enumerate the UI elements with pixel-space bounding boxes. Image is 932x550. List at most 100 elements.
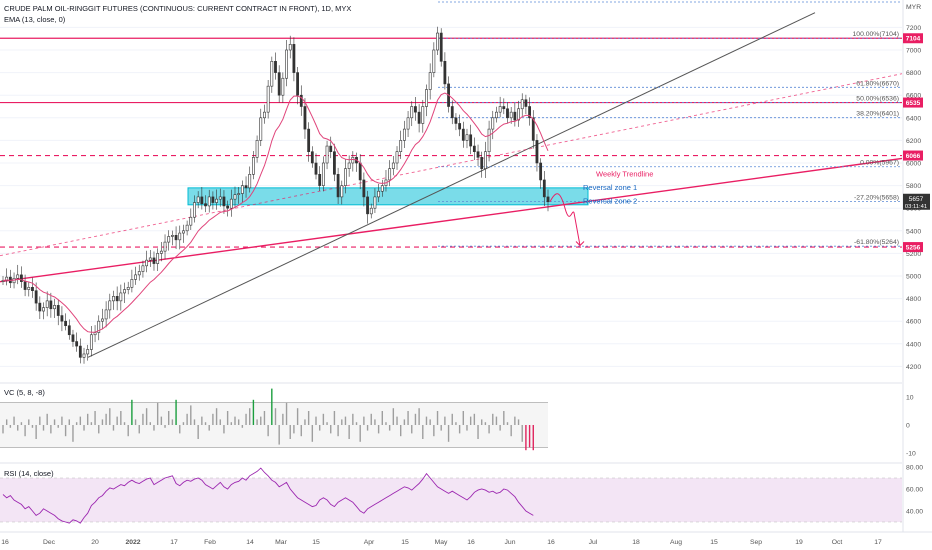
- vc-bar: [274, 408, 277, 425]
- candle: [193, 202, 196, 218]
- vc-bar: [381, 411, 383, 425]
- candle: [38, 302, 42, 312]
- vc-bar: [120, 411, 122, 425]
- candle: [439, 32, 443, 62]
- candle: [428, 72, 432, 90]
- vc-bar: [495, 416, 498, 425]
- vc-band: [0, 402, 548, 448]
- rsi-tick-label: 80.00: [906, 465, 923, 472]
- vc-bar: [484, 422, 487, 425]
- candle: [119, 292, 123, 302]
- time-tick-label: 16: [467, 539, 475, 546]
- candle: [296, 72, 299, 96]
- projection-path: [549, 193, 581, 246]
- vc-bar: [260, 416, 262, 425]
- time-tick-label: 17: [170, 539, 178, 546]
- vc-bar: [307, 411, 310, 425]
- price-badge: [903, 97, 923, 108]
- vc-bar: [392, 408, 395, 425]
- vc-bar: [304, 419, 306, 425]
- candle: [333, 151, 336, 175]
- rsi-tick-label: 40.00: [906, 509, 923, 516]
- candle: [207, 196, 211, 207]
- vc-bar: [109, 408, 111, 425]
- vc-bar: [267, 425, 269, 437]
- vc-bar: [271, 388, 273, 425]
- vc-bar: [348, 425, 350, 439]
- vc-bar: [359, 425, 361, 442]
- candle: [454, 117, 458, 124]
- candle: [391, 162, 395, 169]
- candle: [56, 305, 60, 316]
- candle: [82, 353, 86, 358]
- vc-bar: [160, 416, 163, 425]
- candle: [27, 286, 31, 290]
- vc-bar: [212, 413, 214, 425]
- candle: [288, 44, 292, 51]
- candle: [498, 106, 502, 113]
- time-tick-label: May: [435, 539, 448, 546]
- vc-bar: [322, 413, 325, 425]
- time-tick-label: Sep: [750, 539, 762, 546]
- fib-label: -61.80%(5264): [854, 239, 899, 246]
- candle: [49, 300, 53, 310]
- candle: [414, 106, 417, 113]
- vc-bar: [492, 413, 494, 425]
- candle: [200, 196, 204, 204]
- candle: [255, 140, 259, 158]
- candle: [130, 279, 134, 288]
- vc-bar: [418, 408, 420, 425]
- vc-bar: [83, 425, 85, 431]
- candle: [458, 123, 462, 130]
- vc-bar: [105, 413, 107, 425]
- vc-bar: [503, 411, 505, 425]
- candle: [524, 99, 528, 107]
- vc-bar: [403, 419, 406, 425]
- candle: [71, 334, 75, 342]
- vc-bar: [64, 425, 67, 437]
- candle: [285, 49, 288, 79]
- price-tick-label: 4800: [906, 296, 921, 303]
- candle: [303, 106, 307, 130]
- vc-bar: [344, 416, 347, 425]
- candle: [104, 309, 108, 320]
- candle: [137, 271, 141, 276]
- candle: [23, 281, 27, 290]
- rsi-tick-label: 60.00: [906, 487, 923, 494]
- time-tick-label: 15: [312, 539, 320, 546]
- candle: [108, 300, 112, 311]
- candle: [263, 111, 266, 119]
- vc-bar: [35, 425, 37, 439]
- candle: [42, 307, 45, 312]
- candle: [506, 108, 509, 119]
- vc-bar: [311, 425, 314, 442]
- candle: [274, 60, 277, 73]
- time-tick-label: 19: [795, 539, 803, 546]
- candle: [351, 157, 355, 164]
- rsi-line: [2, 467, 534, 524]
- vc-tick-label: -10: [906, 451, 916, 458]
- price-tick-label: 6600: [906, 93, 921, 100]
- vc-bar: [46, 413, 48, 425]
- fib-label: 100.00%(7104): [853, 31, 899, 38]
- candle: [321, 162, 325, 186]
- candle: [373, 196, 377, 209]
- vc-bar: [197, 425, 199, 439]
- vc-bar: [326, 422, 328, 425]
- candle: [78, 345, 82, 358]
- candle: [112, 296, 115, 302]
- candle: [546, 196, 550, 203]
- current-price-badge: [903, 193, 930, 210]
- candle: [402, 128, 406, 141]
- candle: [432, 49, 436, 73]
- vc-bar: [61, 416, 63, 425]
- candle: [476, 151, 480, 158]
- candle: [252, 157, 255, 175]
- candle: [53, 305, 56, 310]
- candle: [325, 145, 329, 164]
- candle: [531, 117, 535, 141]
- annotations: Weekly Trendline Reversal zone 1 Reversal …: [549, 170, 653, 247]
- time-tick-label: 18: [632, 539, 640, 546]
- price-tick-label: 5200: [906, 251, 921, 258]
